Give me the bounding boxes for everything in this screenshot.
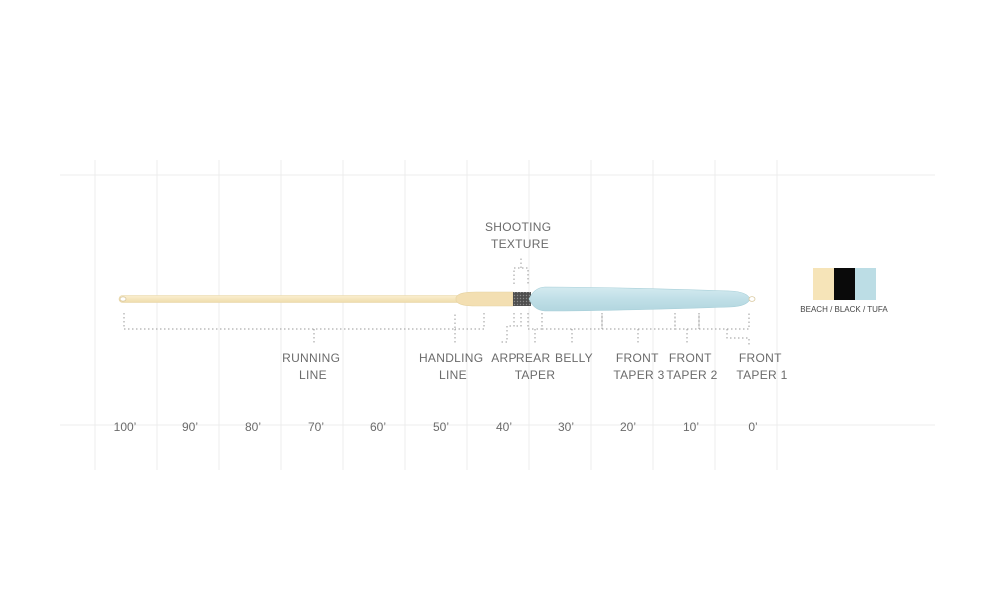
scale-tick: 60’ bbox=[370, 420, 386, 434]
scale-tick: 20’ bbox=[620, 420, 636, 434]
section-brackets bbox=[123, 313, 750, 345]
legend-text: BEACH / BLACK / TUFA bbox=[800, 305, 888, 314]
scale-tick: 100’ bbox=[114, 420, 137, 434]
distance-scale: 100’ 90’ 80’ 70’ 60’ 50’ 40’ 30’ 20’ 10’… bbox=[114, 420, 758, 434]
scale-tick: 30’ bbox=[558, 420, 574, 434]
scale-tick: 90’ bbox=[182, 420, 198, 434]
belly-label: BELLY bbox=[555, 351, 593, 365]
rear-taper-label: REAR TAPER bbox=[515, 351, 556, 382]
front-taper-1-label: FRONT TAPER 1 bbox=[736, 351, 787, 382]
fly-line bbox=[118, 286, 756, 312]
scale-tick: 50’ bbox=[433, 420, 449, 434]
handling-line-segment bbox=[455, 291, 514, 307]
swatch-tufa bbox=[855, 268, 876, 300]
section-labels: RUNNING LINE HANDLING LINE ARP REAR TAPE… bbox=[282, 351, 787, 382]
background-grid bbox=[60, 160, 935, 470]
arp-label: ARP bbox=[491, 351, 517, 365]
swatch-black bbox=[834, 268, 855, 300]
color-legend: BEACH / BLACK / TUFA bbox=[800, 268, 888, 314]
rear-loop-icon bbox=[119, 296, 127, 302]
head-segment bbox=[528, 286, 751, 312]
shooting-texture-label: SHOOTING TEXTURE bbox=[485, 220, 555, 251]
scale-tick: 40’ bbox=[496, 420, 512, 434]
swatch-beach bbox=[813, 268, 834, 300]
scale-tick: 0’ bbox=[748, 420, 757, 434]
front-taper-3-label: FRONT TAPER 3 bbox=[613, 351, 664, 382]
shooting-texture-segment bbox=[513, 292, 531, 306]
front-loop-icon bbox=[748, 296, 756, 302]
shooting-texture-callout: SHOOTING TEXTURE bbox=[485, 220, 555, 284]
running-line-label: RUNNING LINE bbox=[282, 351, 344, 382]
running-line-segment bbox=[118, 295, 462, 303]
scale-tick: 70’ bbox=[308, 420, 324, 434]
scale-tick: 80’ bbox=[245, 420, 261, 434]
handling-line-label: HANDLING LINE bbox=[419, 351, 487, 382]
scale-tick: 10’ bbox=[683, 420, 699, 434]
front-taper-2-label: FRONT TAPER 2 bbox=[666, 351, 717, 382]
